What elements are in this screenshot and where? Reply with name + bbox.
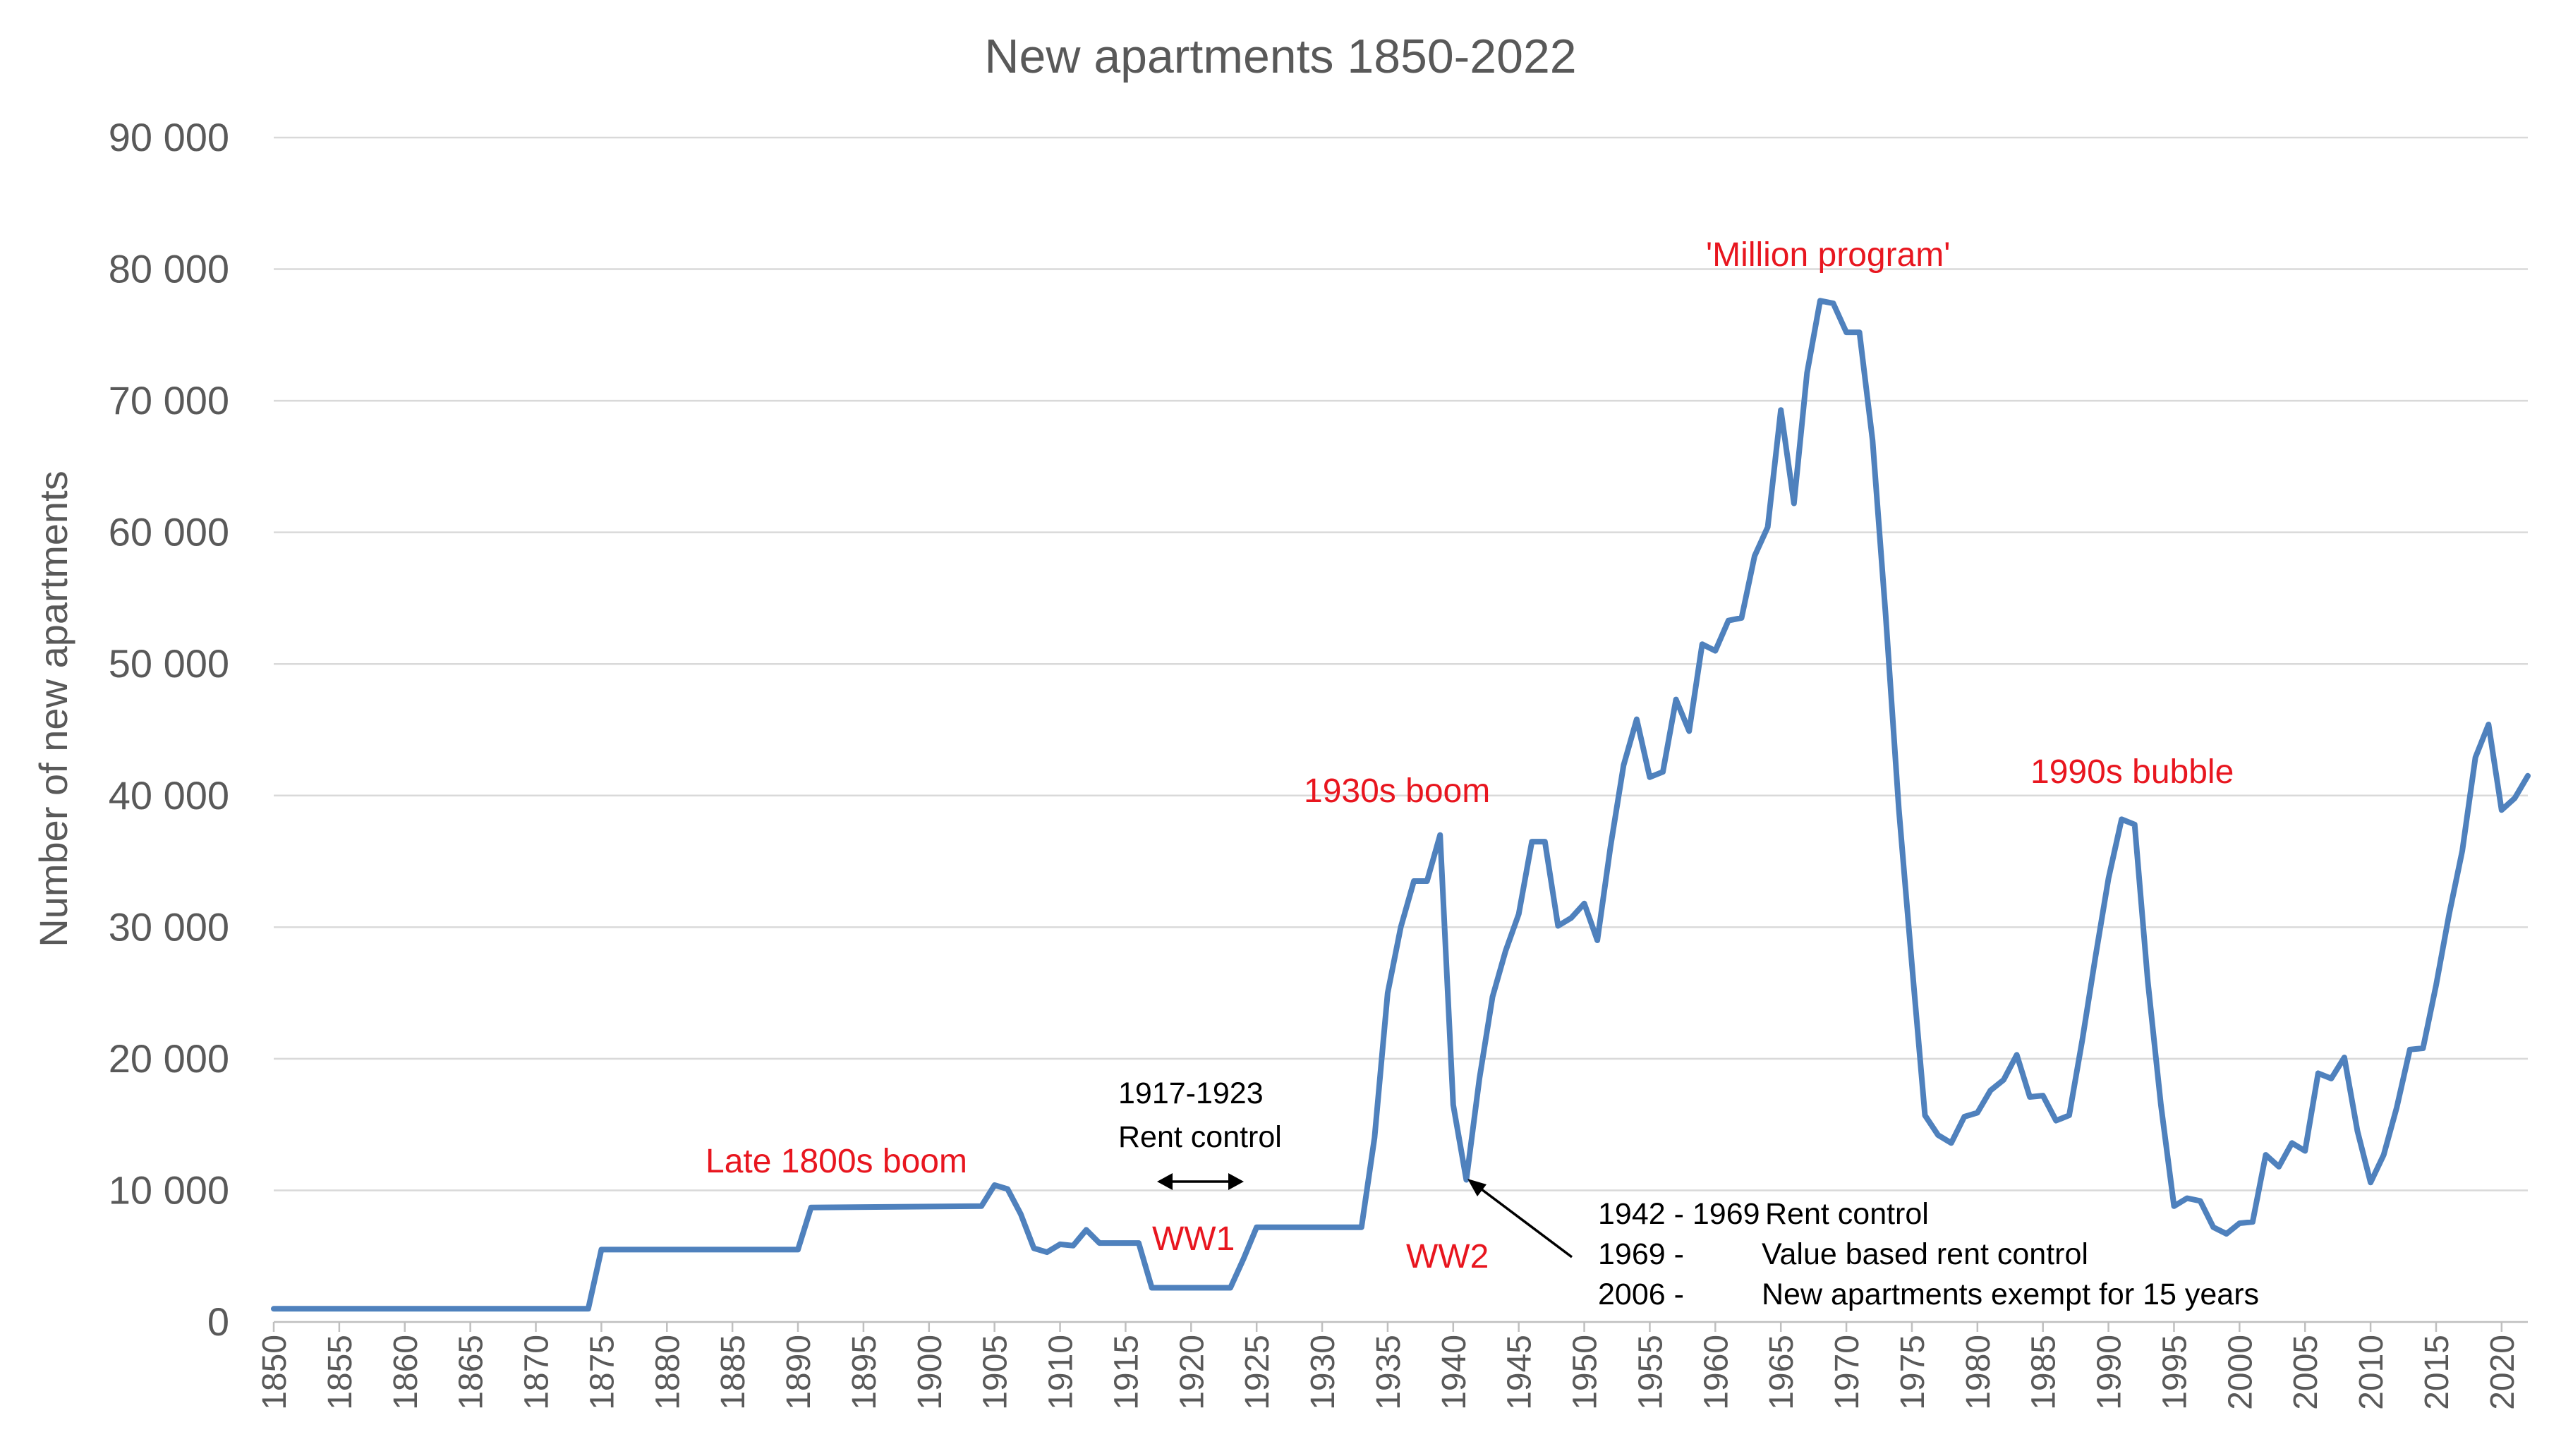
x-tick-label-1975: 1975 <box>1894 1335 1932 1410</box>
x-tick-label-1990: 1990 <box>2091 1335 2129 1410</box>
x-tick-label-1960: 1960 <box>1697 1335 1735 1410</box>
x-tick-label-1900: 1900 <box>912 1335 949 1410</box>
y-tick-label-3: 30 000 <box>109 904 229 949</box>
policy-2006-year: 2006 - <box>1598 1278 1684 1311</box>
y-axis-ticks: 0 10 000 20 000 30 000 40 000 50 000 60 000 70 … <box>109 115 229 1344</box>
annotation-million-program: 'Million program' <box>1706 236 1950 274</box>
series-layer <box>271 298 2531 1312</box>
x-tick-label-1875: 1875 <box>583 1335 621 1410</box>
x-tick-label-1940: 1940 <box>1436 1335 1473 1410</box>
x-tick-label-1980: 1980 <box>1960 1335 1997 1410</box>
y-tick-label-6: 60 000 <box>109 510 229 554</box>
chart-title: New apartments 1850-2022 <box>984 30 1576 83</box>
x-tick-label-1955: 1955 <box>1632 1335 1669 1410</box>
annotation-ww1: WW1 <box>1152 1220 1235 1258</box>
y-tick-label-4: 40 000 <box>109 773 229 818</box>
annotation-rent-control-label: Rent control <box>1118 1120 1282 1154</box>
annotation-ww2: WW2 <box>1406 1238 1489 1275</box>
x-tick-label-1925: 1925 <box>1239 1335 1276 1410</box>
y-tick-label-8: 80 000 <box>109 247 229 291</box>
y-tick-label-0: 0 <box>207 1299 229 1344</box>
x-tick-label-1920: 1920 <box>1173 1335 1211 1410</box>
policy-1969-year: 1969 - <box>1598 1237 1684 1271</box>
x-tick-label-1870: 1870 <box>519 1335 556 1410</box>
annotation-late-1800s-boom: Late 1800s boom <box>706 1143 967 1180</box>
x-tick-label-1945: 1945 <box>1501 1335 1539 1410</box>
series-line-0 <box>271 298 2531 1312</box>
x-tick-label-1995: 1995 <box>2156 1335 2193 1410</box>
x-tick-label-2000: 2000 <box>2222 1335 2259 1410</box>
x-tick-label-1915: 1915 <box>1108 1335 1145 1410</box>
gridlines <box>274 136 2528 1191</box>
rent-control-double-arrow <box>1157 1173 1244 1190</box>
x-tick-label-1970: 1970 <box>1829 1335 1866 1410</box>
x-tick-label-2010: 2010 <box>2353 1335 2390 1410</box>
x-tick-label-1855: 1855 <box>322 1335 359 1410</box>
y-tick-label-9: 90 000 <box>109 115 229 159</box>
x-tick-label-1985: 1985 <box>2026 1335 2063 1410</box>
x-tick-label-1910: 1910 <box>1043 1335 1080 1410</box>
x-tick-label-1950: 1950 <box>1567 1335 1604 1410</box>
x-tick-label-1850: 1850 <box>256 1335 293 1410</box>
x-axis: 1850 1855 1860 1865 1870 1875 1880 1885 1890 1895… <box>256 1321 2528 1410</box>
x-tick-label-1880: 1880 <box>649 1335 686 1410</box>
ww2-arrow-line <box>1475 1184 1573 1258</box>
x-tick-label-1965: 1965 <box>1763 1335 1800 1410</box>
x-tick-label-1885: 1885 <box>715 1335 752 1410</box>
annotation-1990s-bubble: 1990s bubble <box>2030 753 2234 791</box>
x-tick-label-1895: 1895 <box>846 1335 883 1410</box>
annotation-rent-control-years: 1917-1923 <box>1118 1076 1264 1110</box>
y-axis-label: Number of new apartments <box>31 471 75 947</box>
rent-control-arrow-head-left <box>1157 1173 1173 1190</box>
annotation-1930s-boom: 1930s boom <box>1304 772 1490 810</box>
y-tick-label-7: 70 000 <box>109 378 229 423</box>
rent-control-arrow-head-right <box>1228 1173 1244 1190</box>
policy-2006-text: New apartments exempt for 15 years <box>1762 1278 2259 1311</box>
ww2-pointer-arrow <box>1467 1179 1573 1258</box>
y-tick-label-2: 20 000 <box>109 1036 229 1081</box>
x-tick-label-2020: 2020 <box>2484 1335 2521 1410</box>
x-tick-label-1865: 1865 <box>453 1335 490 1410</box>
policy-1969-text: Value based rent control <box>1762 1237 2088 1271</box>
y-tick-label-5: 50 000 <box>109 641 229 686</box>
x-tick-label-1905: 1905 <box>977 1335 1015 1410</box>
policy-1942-text: Rent control <box>1765 1197 1929 1231</box>
x-tick-label-1930: 1930 <box>1304 1335 1342 1410</box>
x-tick-label-2005: 2005 <box>2287 1335 2325 1410</box>
policy-1942-year: 1942 - 1969 <box>1598 1197 1760 1231</box>
x-tick-label-1860: 1860 <box>387 1335 425 1410</box>
x-tick-label-2015: 2015 <box>2418 1335 2456 1410</box>
x-tick-label-1935: 1935 <box>1370 1335 1407 1410</box>
x-tick-label-1890: 1890 <box>780 1335 818 1410</box>
ww2-arrow-head <box>1467 1179 1487 1196</box>
y-tick-label-1: 10 000 <box>109 1167 229 1212</box>
